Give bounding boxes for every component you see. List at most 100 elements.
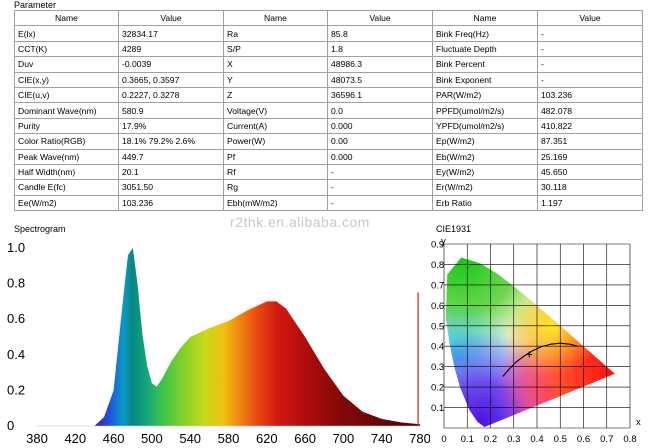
table-row: Half Width(nm) 20.1 Rf - Ey(W/m2) 45.650 (14, 163, 643, 181)
param-name: Voltage(V) (223, 102, 328, 119)
param-value: 45.650 (537, 163, 643, 181)
param-name: Bink Exponent (432, 71, 538, 88)
table-row: CIE(u,v) 0.2227, 0.3278 Z 36596.1 PAR(W/m2) 1… (14, 86, 643, 104)
table-row: Duv -0.0039 X 48986.3 Bink Percent - (14, 56, 643, 73)
param-name: Ebh(mW/m2) (223, 194, 328, 212)
y-tick-label: 0.1 (431, 403, 444, 414)
param-name: Fluctuate Depth (432, 40, 538, 58)
x-tick-label: 0.3 (507, 434, 520, 445)
param-name: Peak Wave(nm) (14, 148, 119, 165)
table-row: CCT(K) 4289 S/P 1.8 Fluctuate Depth - (14, 40, 643, 58)
param-value: 103.236 (537, 86, 643, 104)
param-name: YPFD(umol/m2/s) (432, 117, 538, 135)
param-name: Power(W) (223, 133, 328, 150)
param-name: Pf (223, 148, 328, 165)
parameter-header-row: Name Value Name Value Name Value (14, 9, 643, 27)
param-value: 87.351 (537, 133, 643, 150)
param-name: Y (223, 71, 328, 88)
y-tick-label: 0.4 (431, 342, 444, 353)
param-value: 48073.5 (327, 71, 433, 88)
param-name: E(lx) (14, 25, 119, 42)
planckian-locus (502, 342, 578, 377)
param-value: 0.000 (327, 148, 433, 165)
param-value: 32834.17 (118, 25, 224, 42)
param-name: CCT(K) (14, 40, 119, 58)
y-tick-label: 0.8 (7, 276, 25, 291)
x-axis-label: x (636, 417, 641, 428)
param-value: 103.236 (118, 194, 224, 212)
param-name: PPFD(umol/m2/s) (432, 102, 538, 119)
y-tick-label: 0.4 (7, 347, 25, 362)
column-header: Value (118, 9, 224, 27)
y-tick-label: 0.8 (431, 260, 444, 271)
param-name: Duv (14, 56, 119, 73)
param-name: CIE(x,y) (14, 71, 119, 88)
param-value: - (537, 71, 643, 88)
param-value: 1.197 (537, 194, 643, 212)
table-row: Candle E(fc) 3051.50 Rg - Er(W/m2) 30.118 (14, 179, 643, 196)
x-tick-label: 740 (371, 431, 393, 446)
table-row: Dominant Wave(nm) 580.9 Voltage(V) 0.0 PPFD(… (14, 102, 643, 119)
param-name: Ey(W/m2) (432, 163, 538, 181)
spectrum-area (94, 248, 421, 426)
cie-chart: 0 0.1 0.2 0.3 0.4 0.5 0.6 0.7 0.8 0.1 0.2 0.3 0.4 0.5… (430, 232, 659, 448)
param-name: Eb(W/m2) (432, 148, 538, 165)
x-tick-label: 660 (294, 431, 316, 446)
table-row: Color Ratio(RGB) 18.1% 79.2% 2.6% Power(W)… (14, 133, 643, 150)
parameter-title: Parameter (14, 0, 57, 10)
table-row: Purity 17.9% Current(A) 0.000 YPFD(umol/m2/s… (14, 117, 643, 135)
y-tick-label: 0.5 (431, 321, 444, 332)
param-value: 18.1% 79.2% 2.6% (118, 133, 224, 150)
table-row: Ee(W/m2) 103.236 Ebh(mW/m2) - Erb Ratio 1.197 (14, 194, 643, 212)
y-tick-label: 0.6 (7, 311, 25, 326)
param-value: 36596.1 (327, 86, 433, 104)
param-name: Bink Freq(Hz) (432, 25, 538, 42)
y-tick-label: 1.0 (7, 240, 25, 255)
x-tick-label: 0.5 (554, 434, 567, 445)
x-tick-label: 540 (179, 431, 201, 446)
param-value: -0.0039 (118, 56, 224, 73)
param-name: PAR(W/m2) (432, 86, 538, 104)
param-value: - (327, 194, 433, 212)
param-value: 17.9% (118, 117, 224, 135)
y-tick-label: 0.7 (431, 280, 444, 291)
x-tick-label: 500 (141, 431, 163, 446)
column-header: Name (432, 9, 538, 27)
param-value: - (537, 56, 643, 73)
param-name: CIE(u,v) (14, 86, 119, 104)
param-name: Ee(W/m2) (14, 194, 119, 212)
spectrogram-title: Spectrogram (14, 224, 66, 234)
x-tick-label: 0.6 (577, 434, 590, 445)
param-value: 48986.3 (327, 56, 433, 73)
cie-title: CIE1931 (436, 224, 472, 234)
y-tick-label: 0 (7, 418, 14, 433)
param-value: 482.078 (537, 102, 643, 119)
param-value: 4289 (118, 40, 224, 58)
param-value: 1.8 (327, 40, 433, 58)
spectrogram-chart: 0 0.2 0.4 0.6 0.8 1.0 380 420 460 500 540 580 620 660… (0, 234, 430, 448)
param-value: 20.1 (118, 163, 224, 181)
param-value: - (537, 40, 643, 58)
column-header: Value (327, 9, 433, 27)
x-tick-label: 420 (64, 431, 86, 446)
x-tick-label: 380 (26, 431, 48, 446)
x-tick-label: 780 (409, 431, 430, 446)
param-value: 449.7 (118, 148, 224, 165)
x-tick-label: 0.8 (623, 434, 636, 445)
param-value: 25.169 (537, 148, 643, 165)
y-tick-label: 0.6 (431, 301, 444, 312)
param-name: X (223, 56, 328, 73)
param-name: Current(A) (223, 117, 328, 135)
param-value: - (537, 25, 643, 42)
param-value: 580.9 (118, 102, 224, 119)
x-tick-label: 700 (333, 431, 355, 446)
param-name: Ra (223, 25, 328, 42)
param-name: Bink Percent (432, 56, 538, 73)
param-name: S/P (223, 40, 328, 58)
x-tick-label: 580 (218, 431, 240, 446)
param-value: 30.118 (537, 179, 643, 196)
table-row: E(lx) 32834.17 Ra 85.8 Bink Freq(Hz) - (14, 25, 643, 42)
param-name: Ep(W/m2) (432, 133, 538, 150)
param-value: 0.0 (327, 102, 433, 119)
table-row: CIE(x,y) 0.3665, 0.3597 Y 48073.5 Bink Expon… (14, 71, 643, 88)
